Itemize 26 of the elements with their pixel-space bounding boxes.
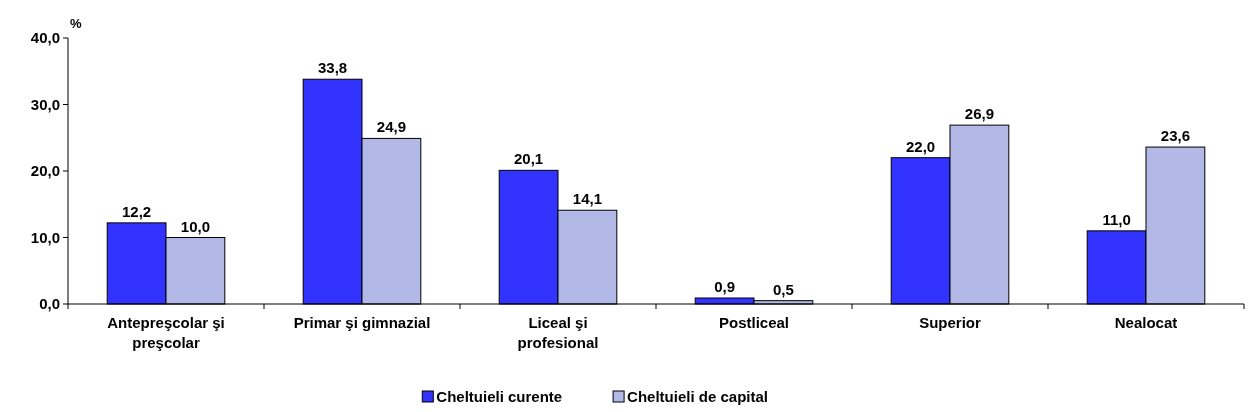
x-tick-label: Superior — [919, 314, 981, 331]
y-tick-label: 0,0 — [39, 295, 60, 313]
y-tick-label: 40,0 — [30, 29, 60, 47]
x-tick-label: Antepreşcolar şi preşcolar — [107, 314, 225, 351]
data-label: 10,0 — [180, 217, 210, 235]
data-label: 14,1 — [572, 190, 602, 208]
x-tick-label: Postliceal — [718, 314, 790, 331]
data-label: 23,6 — [1160, 127, 1190, 145]
legend-label: Cheltuieli curente — [436, 388, 563, 405]
data-label: 11,0 — [1102, 210, 1131, 228]
x-tick-label: Nealocat — [1114, 314, 1178, 331]
data-label: 12,2 — [122, 202, 152, 220]
data-label: 0,5 — [772, 280, 794, 298]
legend-label: Cheltuieli de capital — [627, 388, 768, 405]
x-tick-label: Primar şi gimnazial — [293, 314, 431, 331]
data-label: 26,9 — [964, 105, 994, 123]
y-tick-label: 10,0 — [30, 228, 60, 246]
y-tick-label: 30,0 — [30, 95, 60, 113]
data-label: 24,9 — [376, 118, 406, 136]
data-label: 33,8 — [318, 59, 348, 77]
data-label: 20,1 — [514, 150, 544, 168]
data-label: 0,9 — [714, 278, 736, 296]
data-label: 22,0 — [906, 137, 936, 155]
x-tick-label: Liceal şi profesional — [517, 314, 599, 351]
y-tick-label: 20,0 — [30, 162, 60, 180]
y-axis-title: % — [70, 16, 82, 31]
